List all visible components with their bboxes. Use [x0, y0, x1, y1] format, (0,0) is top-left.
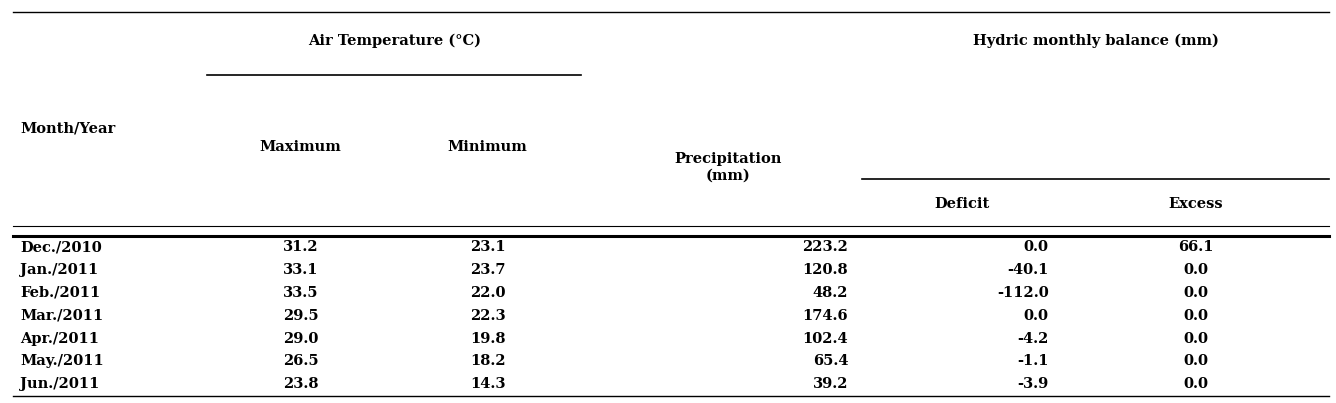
Text: 0.0: 0.0: [1023, 309, 1049, 323]
Text: 23.7: 23.7: [470, 263, 505, 277]
Text: 14.3: 14.3: [470, 377, 505, 391]
Text: Minimum: Minimum: [448, 140, 528, 154]
Text: -112.0: -112.0: [997, 286, 1049, 300]
Text: 31.2: 31.2: [283, 240, 318, 254]
Text: -40.1: -40.1: [1007, 263, 1049, 277]
Text: Jun./2011: Jun./2011: [20, 377, 99, 391]
Text: Feb./2011: Feb./2011: [20, 286, 100, 300]
Text: 33.1: 33.1: [283, 263, 318, 277]
Text: 0.0: 0.0: [1184, 309, 1208, 323]
Text: Month/Year: Month/Year: [20, 122, 115, 136]
Text: 33.5: 33.5: [283, 286, 318, 300]
Text: Excess: Excess: [1169, 197, 1222, 210]
Text: 39.2: 39.2: [812, 377, 848, 391]
Text: -1.1: -1.1: [1017, 355, 1049, 368]
Text: 18.2: 18.2: [470, 355, 505, 368]
Text: Dec./2010: Dec./2010: [20, 240, 102, 254]
Text: -4.2: -4.2: [1018, 332, 1049, 346]
Text: 0.0: 0.0: [1184, 286, 1208, 300]
Text: Maximum: Maximum: [259, 140, 342, 154]
Text: 48.2: 48.2: [812, 286, 848, 300]
Text: 29.0: 29.0: [283, 332, 318, 346]
Text: Precipitation
(mm): Precipitation (mm): [675, 152, 782, 183]
Text: 0.0: 0.0: [1184, 332, 1208, 346]
Text: -3.9: -3.9: [1018, 377, 1049, 391]
Text: 120.8: 120.8: [803, 263, 848, 277]
Text: 23.1: 23.1: [470, 240, 505, 254]
Text: 0.0: 0.0: [1184, 355, 1208, 368]
Text: Hydric monthly balance (mm): Hydric monthly balance (mm): [973, 34, 1218, 48]
Text: 223.2: 223.2: [803, 240, 848, 254]
Text: Mar./2011: Mar./2011: [20, 309, 103, 323]
Text: 102.4: 102.4: [803, 332, 848, 346]
Text: 22.0: 22.0: [470, 286, 505, 300]
Text: 19.8: 19.8: [470, 332, 505, 346]
Text: Deficit: Deficit: [934, 197, 990, 210]
Text: 26.5: 26.5: [283, 355, 318, 368]
Text: 66.1: 66.1: [1178, 240, 1213, 254]
Text: Apr./2011: Apr./2011: [20, 332, 99, 346]
Text: 29.5: 29.5: [283, 309, 318, 323]
Text: 174.6: 174.6: [803, 309, 848, 323]
Text: Air Temperature (°C): Air Temperature (°C): [307, 34, 481, 48]
Text: 22.3: 22.3: [470, 309, 505, 323]
Text: 65.4: 65.4: [812, 355, 848, 368]
Text: Jan./2011: Jan./2011: [20, 263, 99, 277]
Text: 23.8: 23.8: [283, 377, 318, 391]
Text: 0.0: 0.0: [1184, 263, 1208, 277]
Text: 0.0: 0.0: [1023, 240, 1049, 254]
Text: May./2011: May./2011: [20, 355, 104, 368]
Text: 0.0: 0.0: [1184, 377, 1208, 391]
